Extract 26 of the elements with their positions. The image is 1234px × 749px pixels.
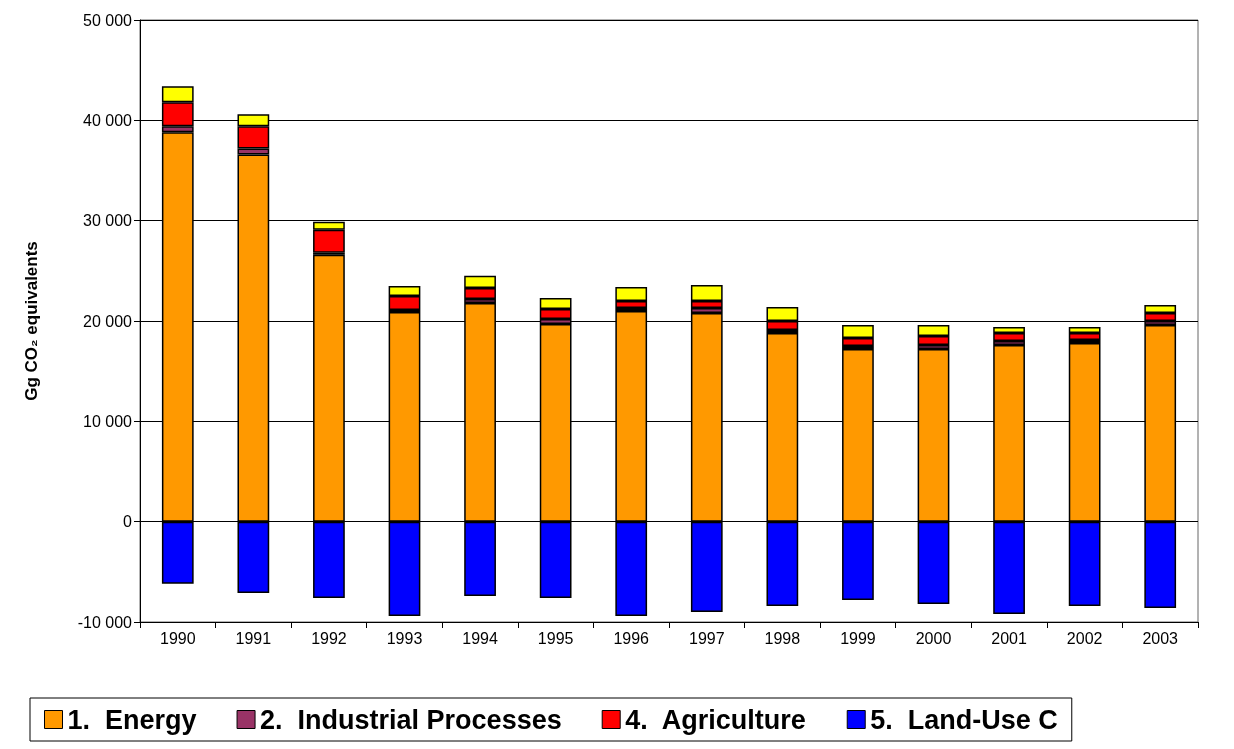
y-tick-label: 0 — [123, 513, 133, 531]
x-tick-label: 1990 — [159, 629, 196, 647]
x-tick-label: 2000 — [915, 629, 952, 647]
x-tick-label: 1998 — [764, 629, 801, 647]
x-tick-label: 1993 — [386, 629, 423, 647]
y-tick-label: 20 000 — [83, 312, 133, 330]
x-tick-label: 1996 — [613, 629, 650, 647]
legend-label: 5. Land-Use C — [870, 704, 1058, 735]
x-tick-label: 1997 — [688, 629, 725, 647]
legend-label: 2. Industrial Processes — [260, 704, 562, 735]
y-axis-title: Gg CO₂ equivalents — [22, 241, 41, 401]
x-tick-label: 2003 — [1142, 629, 1179, 647]
y-tick-label: 10 000 — [83, 412, 133, 430]
x-tick-label: 2002 — [1066, 629, 1103, 647]
y-tick-label: 40 000 — [83, 111, 133, 129]
x-tick-label: 1992 — [311, 629, 347, 647]
x-tick-label: 2001 — [991, 629, 1027, 647]
legend-label: 1. Energy — [67, 704, 197, 735]
y-tick-label: 50 000 — [83, 11, 133, 29]
x-tick-label: 1999 — [840, 629, 876, 647]
y-tick-label: 30 000 — [83, 212, 133, 230]
y-tick-label: -10 000 — [77, 613, 133, 631]
x-tick-label: 1994 — [462, 629, 498, 647]
x-tick-label: 1991 — [235, 629, 272, 647]
legend-label: 4. Agriculture — [625, 704, 806, 735]
x-tick-label: 1995 — [537, 629, 574, 647]
